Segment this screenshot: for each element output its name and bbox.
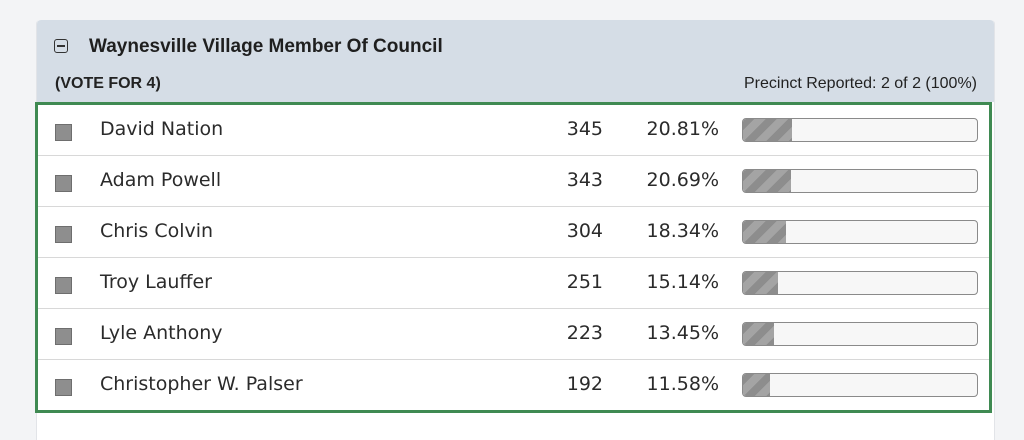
candidate-votes: 192 bbox=[566, 373, 603, 395]
candidate-percent: 13.45% bbox=[646, 322, 719, 344]
candidate-name: Christopher W. Palser bbox=[100, 373, 303, 395]
candidate-percent: 18.34% bbox=[646, 220, 719, 242]
candidate-color-swatch bbox=[55, 328, 72, 345]
candidate-row: Chris Colvin 304 18.34% bbox=[38, 207, 989, 258]
vote-share-fill bbox=[743, 323, 775, 345]
candidate-color-swatch bbox=[55, 175, 72, 192]
candidate-row: Christopher W. Palser 192 11.58% bbox=[38, 360, 989, 411]
candidate-percent: 20.81% bbox=[646, 118, 719, 140]
vote-share-fill bbox=[743, 221, 786, 243]
candidate-name: Lyle Anthony bbox=[100, 322, 223, 344]
vote-share-fill bbox=[743, 119, 792, 141]
vote-share-bar bbox=[742, 169, 978, 193]
collapse-icon[interactable] bbox=[54, 39, 68, 53]
candidate-name: Adam Powell bbox=[100, 169, 222, 191]
candidate-name: David Nation bbox=[100, 118, 224, 140]
candidate-color-swatch bbox=[55, 277, 72, 294]
candidate-votes: 345 bbox=[566, 118, 603, 140]
vote-share-fill bbox=[743, 170, 792, 192]
vote-share-bar bbox=[742, 118, 978, 142]
vote-share-bar bbox=[742, 220, 978, 244]
candidate-name: Chris Colvin bbox=[100, 220, 214, 242]
candidate-votes: 343 bbox=[566, 169, 603, 191]
vote-share-bar bbox=[742, 322, 978, 346]
candidate-color-swatch bbox=[55, 379, 72, 396]
candidate-row: David Nation 345 20.81% bbox=[38, 105, 989, 156]
vote-share-fill bbox=[743, 374, 771, 396]
race-header: Waynesville Village Member Of Council (V… bbox=[37, 20, 994, 102]
vote-share-bar bbox=[742, 373, 978, 397]
candidate-percent: 11.58% bbox=[646, 373, 719, 395]
candidate-row: Troy Lauffer 251 15.14% bbox=[38, 258, 989, 309]
candidate-name: Troy Lauffer bbox=[100, 271, 212, 293]
candidate-votes: 304 bbox=[566, 220, 603, 242]
candidate-row: Lyle Anthony 223 13.45% bbox=[38, 309, 989, 360]
candidate-row: Adam Powell 343 20.69% bbox=[38, 156, 989, 207]
candidate-votes: 223 bbox=[566, 322, 603, 344]
precinct-reported: Precinct Reported: 2 of 2 (100%) bbox=[743, 75, 977, 92]
vote-for-label: (VOTE FOR 4) bbox=[55, 75, 161, 92]
race-card: Waynesville Village Member Of Council (V… bbox=[35, 20, 995, 440]
candidate-color-swatch bbox=[55, 124, 72, 141]
candidate-color-swatch bbox=[55, 226, 72, 243]
results-list: David Nation 345 20.81% Adam Powell 343 … bbox=[35, 102, 992, 413]
race-title: Waynesville Village Member Of Council bbox=[89, 36, 443, 57]
candidate-votes: 251 bbox=[566, 271, 603, 293]
candidate-percent: 15.14% bbox=[646, 271, 719, 293]
vote-share-bar bbox=[742, 271, 978, 295]
vote-share-fill bbox=[743, 272, 779, 294]
candidate-percent: 20.69% bbox=[646, 169, 719, 191]
